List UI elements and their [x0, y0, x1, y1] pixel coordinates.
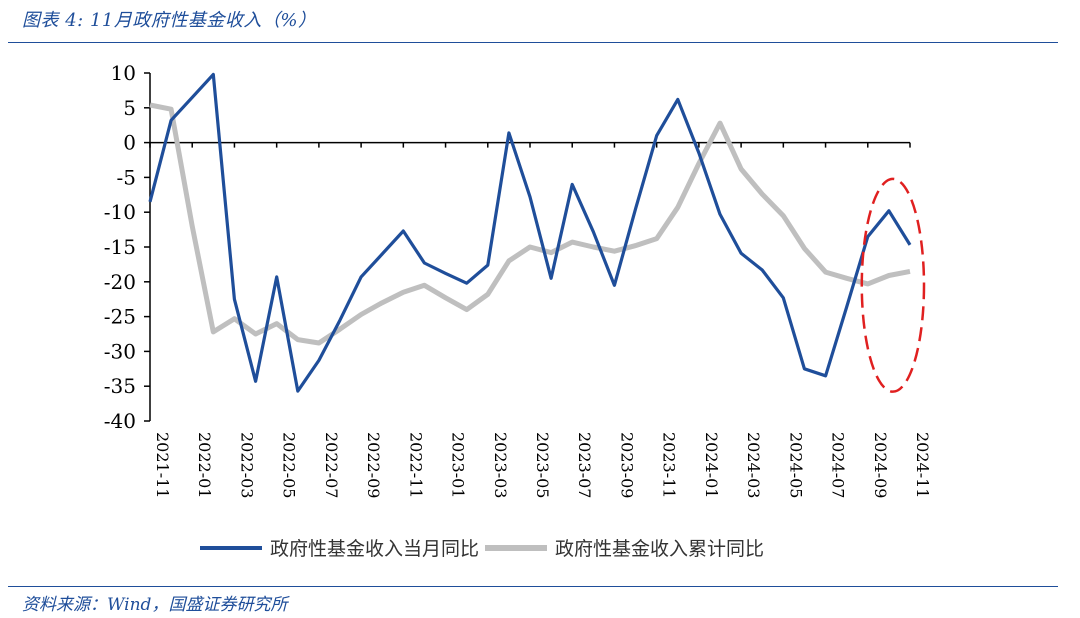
y-tick-label: -20: [104, 270, 136, 294]
legend-item-monthly: 政府性基金收入当月同比: [200, 534, 479, 561]
y-tick-label: -5: [117, 165, 136, 189]
chart-svg: 10 5 0 -5 -10 -15 -20 -25 -30 -35 -40 2021-11 2022-0…: [104, 61, 932, 498]
y-tick-label: 10: [111, 61, 136, 85]
x-tick-label: 2021-11: [153, 432, 172, 498]
y-tick-label: -25: [104, 305, 136, 329]
y-tick-label: -10: [104, 200, 136, 224]
x-tick-label: 2022-07: [322, 432, 341, 498]
legend-item-cumulative: 政府性基金收入累计同比: [485, 534, 764, 561]
x-tick-label: 2023-03: [491, 432, 510, 498]
series-line-cumulative: [149, 102, 911, 346]
x-tick-label: 2024-05: [786, 432, 805, 498]
legend-label-cumulative: 政府性基金收入累计同比: [555, 538, 765, 560]
y-tick-label: 0: [123, 131, 136, 155]
x-tick-label: 2022-03: [237, 432, 256, 498]
y-tick-label: -40: [104, 409, 136, 433]
y-tick-label: -35: [104, 374, 136, 398]
x-tick-label: 2022-11: [406, 432, 425, 498]
x-tick-label: 2024-03: [744, 432, 763, 498]
x-tick-label: 2022-05: [280, 432, 299, 498]
title-divider: [8, 42, 1058, 43]
legend-label-monthly: 政府性基金收入当月同比: [270, 538, 480, 560]
legend-swatch-cumulative: [485, 544, 548, 551]
chart-title: 图表 4: 11月政府性基金收入（%）: [22, 10, 317, 31]
x-tick-label: 2023-09: [617, 432, 636, 498]
source-note: 资料来源：Wind，国盛证券研究所: [22, 595, 288, 615]
x-tick-label: 2023-11: [660, 432, 679, 498]
x-tick-label: 2024-09: [871, 432, 890, 498]
series-line-monthly: [148, 72, 912, 393]
legend: 政府性基金收入当月同比 政府性基金收入累计同比: [200, 534, 770, 561]
legend-swatch-monthly: [200, 545, 262, 550]
x-tick-label: 2022-01: [195, 432, 214, 498]
x-tick-label: 2024-01: [702, 432, 721, 498]
x-tick-label: 2023-01: [449, 432, 468, 498]
x-tick-label: 2023-05: [533, 432, 552, 498]
highlight-ellipse: [860, 177, 926, 393]
source-divider: [8, 586, 1058, 587]
y-tick-label: 5: [123, 96, 136, 120]
x-tick-label: 2024-11: [913, 432, 932, 498]
y-tick-label: -15: [104, 235, 136, 259]
x-tick-label: 2024-07: [829, 432, 848, 498]
x-tick-label: 2023-07: [575, 432, 594, 498]
y-tick-label: -30: [104, 339, 136, 363]
x-tick-label: 2022-09: [364, 432, 383, 498]
